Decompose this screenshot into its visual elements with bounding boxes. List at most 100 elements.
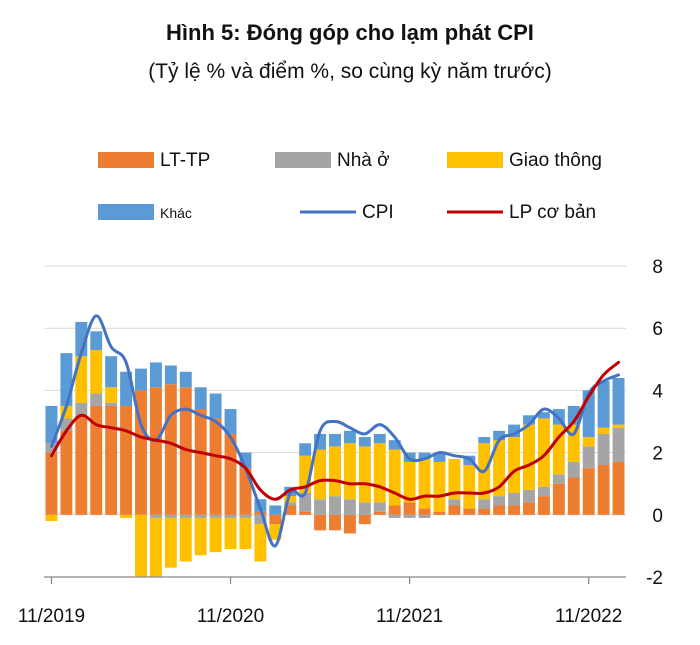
bar-segment — [239, 468, 252, 515]
bar-segment — [329, 514, 341, 531]
bar-segment — [224, 514, 237, 518]
y-tick-label: 0 — [652, 506, 663, 527]
bar-segment — [164, 514, 177, 518]
bar-segment — [612, 461, 625, 515]
bar-segment — [418, 458, 431, 509]
bar-segment — [105, 405, 118, 515]
bar-segment — [418, 508, 431, 515]
bar-segment — [105, 356, 118, 388]
legend-swatch — [98, 204, 154, 220]
bar-segment — [135, 514, 147, 577]
bar-segment — [478, 499, 491, 509]
bar-segment — [388, 514, 401, 518]
bar-segment — [209, 514, 222, 518]
bar-segment — [224, 409, 237, 434]
y-tick-label: 4 — [652, 381, 663, 402]
bar-segment — [45, 405, 58, 444]
bar-segment — [149, 362, 162, 388]
bar-segment — [120, 405, 133, 515]
bar-segment — [135, 390, 147, 515]
cpi-line — [50, 314, 620, 548]
bar-segment — [448, 458, 461, 500]
bar-segment — [433, 511, 446, 515]
bar-segment — [254, 511, 267, 515]
bar-segment — [254, 514, 267, 525]
legend-label: CPI — [362, 202, 394, 223]
bar-segment — [582, 468, 595, 515]
bar-segment — [284, 505, 297, 515]
bar-segment — [329, 433, 341, 447]
bar-segment — [284, 496, 297, 503]
bar-segment — [523, 489, 535, 503]
bar-segment — [179, 371, 192, 388]
bar-segment — [567, 405, 580, 425]
bar-segment — [299, 511, 312, 515]
bar-segment — [612, 377, 625, 425]
chart-legend: LT-TP Nhà ở Giao thông Khác CPI LP cơ bản — [98, 150, 602, 223]
x-tick-label: 11/2022 — [555, 606, 622, 627]
bar-segment — [90, 349, 103, 394]
bar-segment — [149, 514, 162, 518]
bar-segment — [299, 443, 312, 456]
bar-segment — [179, 517, 192, 562]
bar-segment — [463, 508, 476, 515]
bar-segment — [567, 461, 580, 478]
bar-segment — [269, 524, 282, 540]
x-tick-label: 11/2021 — [376, 606, 443, 627]
bar-segment — [45, 514, 58, 522]
chart-lines — [50, 314, 620, 548]
bar-segment — [60, 418, 73, 431]
legend-label: Khác — [160, 205, 192, 221]
bar-segment — [194, 517, 207, 556]
bar-segment — [493, 496, 506, 506]
bar-segment — [523, 424, 535, 490]
bar-segment — [314, 514, 327, 531]
bar-segment — [239, 514, 252, 518]
y-tick-label: 8 — [652, 257, 663, 278]
bar-segment — [239, 517, 252, 550]
bar-segment — [329, 496, 341, 515]
bar-segment — [373, 511, 386, 515]
legend-swatch — [447, 152, 503, 168]
bar-segment — [209, 517, 222, 553]
bar-segment — [209, 418, 222, 515]
chart-axes: 8 6 4 2 0 -2 11/2019 11/2020 11/2021 11/2022 — [18, 257, 664, 627]
bar-segment — [135, 368, 147, 391]
bar-segment — [254, 524, 267, 562]
legend-label: LT-TP — [160, 150, 210, 171]
bar-segment — [508, 493, 521, 506]
bar-segment — [418, 514, 431, 518]
bar-segment — [478, 437, 491, 444]
bar-segment — [358, 514, 371, 525]
bar-segment — [120, 371, 133, 406]
y-tick-label: 2 — [652, 444, 663, 465]
bar-segment — [552, 424, 565, 475]
bar-segment — [373, 502, 386, 512]
bar-segment — [194, 409, 207, 515]
bar-segment — [45, 443, 58, 453]
bar-segment — [552, 474, 565, 484]
bar-segment — [597, 465, 610, 515]
bar-segment — [403, 502, 416, 515]
bar-segment — [224, 433, 237, 515]
bar-segment — [433, 452, 446, 462]
bar-segment — [343, 499, 356, 515]
bar-segment — [523, 502, 535, 515]
bar-segment — [120, 514, 133, 518]
bar-segment — [90, 405, 103, 515]
bar-segment — [478, 508, 491, 515]
bar-segment — [448, 505, 461, 515]
bar-segment — [164, 384, 177, 515]
bar-segment — [75, 402, 88, 416]
bar-segment — [299, 493, 312, 512]
bar-segment — [75, 321, 88, 357]
bar-segment — [194, 514, 207, 518]
x-tick-label: 11/2020 — [197, 606, 264, 627]
bar-segment — [299, 455, 312, 494]
bar-segment — [537, 412, 550, 419]
bar-segment — [373, 443, 386, 503]
bar-segment — [388, 449, 401, 506]
x-tick-label: 11/2019 — [18, 606, 85, 627]
legend-label: LP cơ bản — [509, 202, 596, 223]
